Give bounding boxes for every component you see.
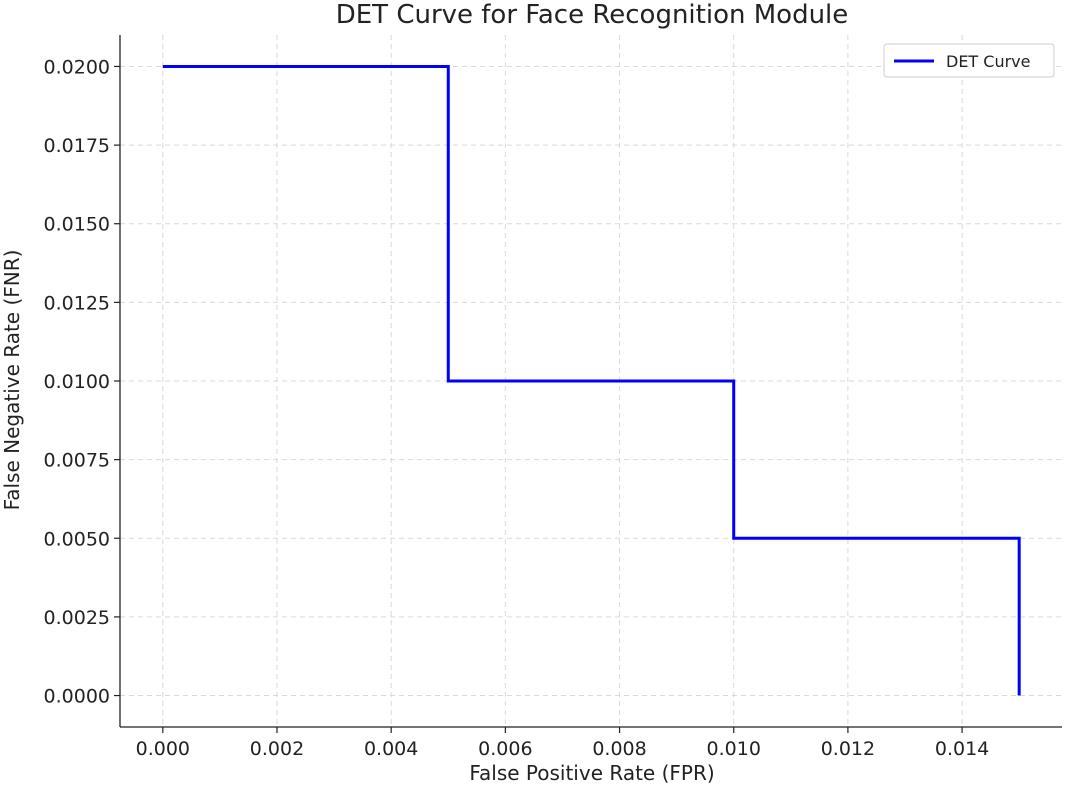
legend-frame [883,43,1055,78]
chart-title: DET Curve for Face Recognition Module [336,0,849,30]
legend-label-det-curve: DET Curve [946,52,1031,71]
x-tick-label: 0.002 [250,738,304,760]
series-line-det-curve [162,64,1021,696]
x-tick-label: 0.012 [821,738,875,760]
x-axis-title: False Positive Rate (FPR) [469,761,714,785]
y-tick-label: 0.0050 [44,528,110,550]
x-tick-label: 0.010 [707,738,761,760]
y-tick-label: 0.0125 [44,292,110,314]
x-tick-label: 0.004 [364,738,418,760]
y-tick-label: 0.0150 [44,214,110,236]
y-tick-label: 0.0100 [44,371,110,393]
y-tick-label: 0.0025 [44,607,110,629]
x-tick-label: 0.000 [136,738,190,760]
y-tick-label: 0.0175 [44,135,110,157]
x-tick-label: 0.006 [478,738,532,760]
y-tick-label: 0.0000 [44,686,110,708]
x-tick-label: 0.014 [935,738,989,760]
legend: DET Curve [883,43,1055,78]
y-tick-label: 0.0075 [44,450,110,472]
y-tick-label: 0.0200 [44,56,110,78]
series-layer [162,64,1021,696]
x-tick-label: 0.008 [592,738,646,760]
y-axis-title: False Negative Rate (FNR) [0,250,24,511]
ticks: 0.000 0.002 0.004 0.006 0.008 0.010 0.012 0.014… [44,56,990,760]
